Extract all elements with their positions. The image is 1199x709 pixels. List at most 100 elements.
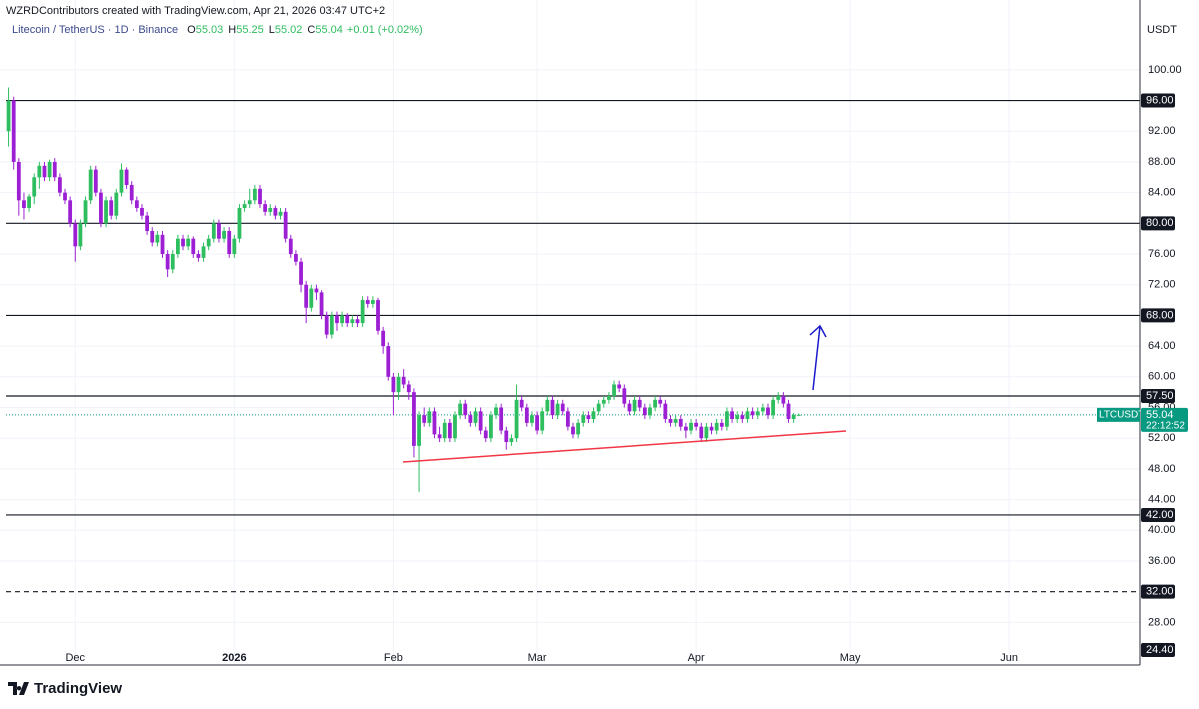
candle-body (766, 407, 770, 416)
candle-body (658, 399, 663, 404)
candle-body (27, 196, 31, 208)
brand: TradingView (8, 680, 122, 697)
level-label: 24.40 (1146, 644, 1174, 656)
legend-change: +0.01 (347, 24, 375, 36)
y-tick-label: 100.00 (1148, 64, 1182, 76)
candle-body (37, 165, 42, 178)
candle-body (242, 204, 247, 208)
candle-body (247, 200, 252, 205)
legend-field-label: L (269, 24, 275, 36)
candle-body (360, 300, 365, 324)
candle-body (268, 207, 273, 212)
candle-body (376, 300, 380, 331)
candle-body (170, 254, 175, 270)
candle-body (129, 184, 134, 201)
candle-body (365, 300, 370, 304)
candle-body (622, 388, 627, 404)
brand-name: TradingView (34, 680, 122, 697)
candle-body (211, 223, 216, 239)
candle-body (581, 415, 586, 423)
y-tick-label: 84.00 (1148, 187, 1176, 199)
y-tick-label: 44.00 (1148, 493, 1176, 505)
candle-body (555, 403, 560, 416)
x-tick-label: Feb (384, 652, 403, 664)
candle-body (560, 403, 565, 412)
candle-body (791, 414, 796, 420)
candle-body (699, 426, 704, 439)
candle-body (565, 411, 570, 427)
candle-body (617, 384, 622, 389)
candle-body (673, 419, 678, 423)
candle-body (78, 223, 83, 247)
candle-body (668, 419, 673, 423)
candle-body (745, 411, 750, 420)
candle-body (309, 288, 314, 308)
candle-body (119, 169, 124, 193)
x-tick-label: Dec (65, 652, 85, 664)
candle-body (576, 422, 581, 435)
candle-body (412, 392, 416, 446)
candle-body (57, 177, 62, 193)
candle-body (114, 192, 119, 216)
candle-body (730, 411, 734, 420)
candle-body (145, 215, 150, 232)
candle-body (273, 207, 278, 216)
y-tick-label: 76.00 (1148, 248, 1176, 260)
axes: 100.00 92.00 88.00 84.00 76.00 72.00 64.00 60.0… (65, 64, 1188, 664)
brand-logo (8, 682, 29, 695)
y-tick-label: 28.00 (1148, 616, 1176, 628)
candle-body (93, 169, 98, 193)
candle-body (494, 407, 498, 416)
candle-body (150, 231, 155, 243)
level-label-box (1141, 643, 1175, 657)
level-label: 32.00 (1146, 586, 1174, 598)
candle-body (175, 238, 180, 255)
candle-body (314, 288, 319, 293)
y-tick-label: 72.00 (1148, 279, 1176, 291)
candle-body (381, 330, 386, 347)
candle-body (601, 399, 606, 404)
last-symbol: LTCUSDT (1099, 410, 1144, 421)
candle-body (524, 407, 529, 423)
candle-body (683, 426, 688, 431)
legend: Litecoin / TetherUS · 1D · Binance O55.0… (12, 24, 423, 36)
level-label-box (1141, 388, 1175, 403)
candle-body (637, 399, 642, 408)
legend-change-pct: (+0.02%) (378, 24, 423, 36)
candle-body (473, 411, 478, 423)
x-tick-label: May (840, 652, 861, 664)
candle-body (796, 414, 801, 416)
x-tick-label: Mar (528, 652, 547, 664)
candle-body (345, 315, 350, 324)
x-tick-label: Jun (1000, 652, 1018, 664)
candle-body (596, 403, 601, 412)
candle-body (719, 422, 724, 427)
legend-field-value: 55.04 (315, 24, 343, 36)
candle-body (550, 399, 555, 416)
candle-body (530, 415, 534, 423)
candle-body (468, 415, 473, 423)
candle-body (329, 315, 334, 335)
candle-body (786, 403, 791, 420)
candle-body (458, 403, 463, 416)
candle-body (489, 415, 493, 439)
candle-body (217, 223, 221, 239)
candle-body (499, 407, 504, 431)
candle-body (453, 415, 457, 439)
candle-body (258, 188, 262, 205)
candle-body (52, 161, 57, 178)
candle-body (653, 399, 657, 408)
level-label-box (1141, 216, 1175, 231)
level-label-box (1141, 507, 1175, 522)
level-label: 57.50 (1146, 390, 1174, 402)
candle-body (47, 161, 52, 178)
candle-body (319, 292, 324, 316)
y-tick-label: 92.00 (1148, 125, 1176, 137)
candle-body (227, 231, 232, 255)
legend-field-label: C (307, 24, 315, 36)
candle-body (545, 399, 550, 412)
candle-body (540, 411, 545, 431)
countdown: 22:12:52 (1146, 421, 1185, 432)
candle-body (432, 411, 437, 435)
candle-body (427, 411, 432, 423)
